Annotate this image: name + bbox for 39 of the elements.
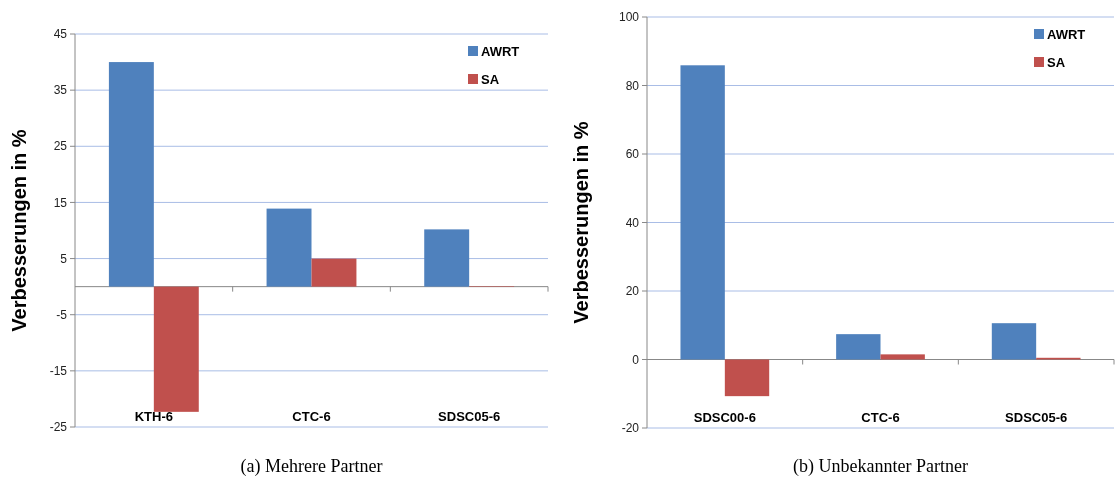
bar	[266, 208, 312, 287]
y-tick-label: 20	[625, 284, 640, 299]
text: (a) Mehrere Partner	[240, 456, 383, 477]
y-tick-label: 60	[625, 147, 640, 162]
bar	[836, 334, 881, 360]
y-tick-label: -15	[49, 364, 68, 379]
legend-label: AWRT	[481, 43, 520, 59]
y-tick-label: 80	[625, 78, 640, 93]
text: (b) Unbekannter Partner	[793, 456, 968, 477]
bar	[991, 323, 1037, 360]
x-tick-label: KTH-6	[134, 409, 173, 424]
x-tick-label: SDSC00-6	[693, 410, 756, 425]
y-tick-label: 100	[618, 10, 640, 25]
x-tick-label: CTC-6	[861, 410, 900, 425]
y-tick-label: -25	[49, 420, 68, 435]
bar	[153, 286, 199, 412]
bar	[311, 258, 357, 287]
legend-label: SA	[481, 71, 500, 87]
bar	[724, 359, 770, 397]
y-tick-label: 25	[53, 139, 68, 154]
x-tick-label: SDSC05-6	[1005, 410, 1068, 425]
y-tick-label: 35	[53, 83, 68, 98]
y-tick-label: -5	[56, 307, 68, 322]
bar	[424, 229, 470, 287]
legend-label: SA	[1047, 54, 1066, 70]
bar	[880, 354, 925, 360]
legend-label: AWRT	[1047, 26, 1086, 42]
x-tick-label: CTC-6	[292, 409, 331, 424]
y-tick-label: 40	[625, 215, 640, 230]
y-tick-label: 45	[53, 27, 68, 42]
y-axis-title: Verbesserungen in %	[8, 129, 30, 332]
y-tick-label: -20	[621, 421, 640, 436]
y-tick-label: 0	[632, 352, 640, 367]
y-tick-label: 15	[53, 195, 68, 210]
bar	[108, 62, 154, 287]
y-axis-title: Verbesserungen in %	[570, 121, 592, 324]
x-tick-label: SDSC05-6	[438, 409, 501, 424]
bar	[680, 65, 725, 360]
y-tick-label: 5	[60, 251, 68, 266]
